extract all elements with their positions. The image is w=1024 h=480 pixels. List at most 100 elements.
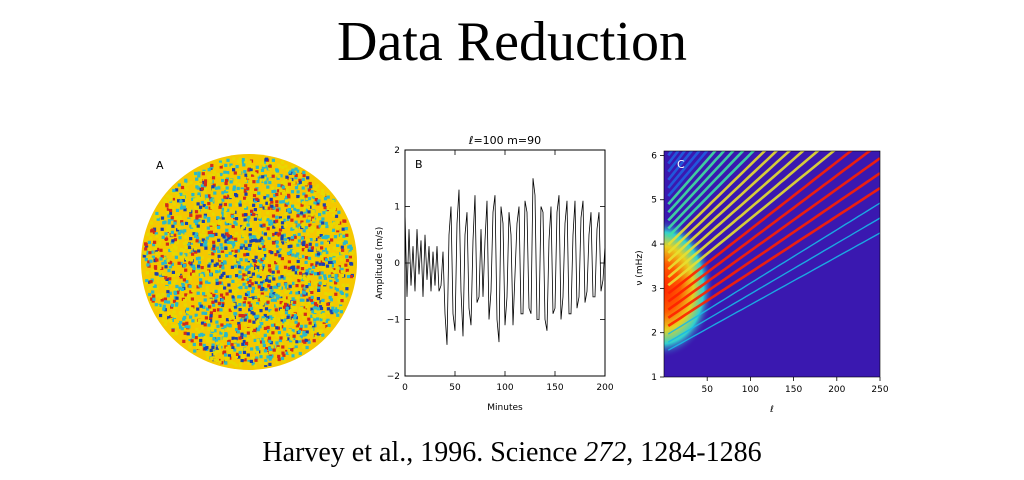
disk-pixel <box>268 250 272 254</box>
disk-pixel <box>329 223 333 227</box>
disk-pixel <box>286 272 290 276</box>
disk-pixel <box>254 289 258 293</box>
disk-pixel <box>233 214 237 219</box>
y-tick-label: 2 <box>394 146 400 156</box>
disk-pixel <box>241 298 245 302</box>
disk-pixel <box>249 224 253 228</box>
disk-pixel <box>244 266 248 270</box>
disk-pixel <box>293 207 297 211</box>
citation-pages: , 1284-1286 <box>626 437 762 468</box>
disk-pixel <box>223 350 227 354</box>
disk-pixel <box>308 323 312 327</box>
disk-pixel <box>303 312 307 316</box>
disk-pixel <box>252 203 256 207</box>
disk-pixel <box>225 254 229 258</box>
disk-pixel <box>273 194 277 198</box>
disk-pixel <box>158 237 162 242</box>
disk-pixel <box>292 250 296 254</box>
disk-pixel <box>190 264 194 268</box>
disk-pixel <box>310 328 314 332</box>
disk-pixel <box>265 223 269 227</box>
disk-pixel <box>335 307 339 311</box>
disk-pixel <box>162 314 166 318</box>
disk-pixel <box>197 184 201 188</box>
disk-pixel <box>285 239 289 243</box>
disk-pixel <box>191 197 195 201</box>
disk-pixel <box>296 214 300 218</box>
disk-pixel <box>146 232 150 237</box>
disk-pixel <box>219 331 223 335</box>
mode-ridge <box>667 157 880 311</box>
disk-pixel <box>334 281 338 285</box>
disk-pixel <box>192 266 196 271</box>
disk-pixel <box>212 279 216 283</box>
disk-pixel <box>337 300 342 304</box>
disk-pixel <box>160 310 164 314</box>
mode-ridge <box>667 151 717 205</box>
disk-pixel <box>345 293 349 297</box>
disk-pixel <box>332 260 336 264</box>
disk-pixel <box>246 291 250 295</box>
disk-pixel <box>243 196 247 200</box>
disk-pixel <box>296 252 300 256</box>
disk-pixel <box>278 254 282 258</box>
disk-pixel <box>256 331 261 335</box>
disk-pixel <box>249 199 253 203</box>
disk-pixel <box>279 174 283 178</box>
disk-pixel <box>288 306 292 310</box>
disk-pixel <box>167 219 171 223</box>
disk-pixel <box>264 161 268 165</box>
disk-pixel <box>264 165 268 169</box>
disk-pixel <box>349 275 353 279</box>
disk-pixel <box>170 305 174 309</box>
disk-pixel <box>197 182 201 186</box>
disk-pixel <box>225 186 229 190</box>
disk-pixel <box>172 324 176 328</box>
mode-ridge <box>667 151 872 303</box>
disk-pixel <box>199 304 203 308</box>
disk-pixel <box>241 305 245 309</box>
disk-pixel <box>285 277 289 281</box>
disk-pixel <box>292 342 296 346</box>
disk-pixel <box>256 274 260 278</box>
disk-pixel <box>299 169 303 173</box>
disk-pixel <box>277 174 281 178</box>
disk-pixel <box>296 209 300 213</box>
disk-pixel <box>212 293 216 297</box>
disk-pixel <box>263 230 267 234</box>
disk-pixel <box>316 297 320 301</box>
disk-pixel <box>342 234 346 238</box>
disk-pixel <box>167 214 171 218</box>
disk-pixel <box>195 214 199 218</box>
disk-pixel <box>290 348 294 352</box>
y-axis-label: Amplitude (m/s) <box>375 227 385 300</box>
disk-pixel <box>284 311 289 315</box>
disk-pixel <box>275 215 279 219</box>
disk-pixel <box>264 288 268 292</box>
disk-pixel <box>142 254 146 258</box>
disk-pixel <box>225 194 230 198</box>
disk-pixel <box>224 163 228 167</box>
disk-pixel <box>246 219 250 223</box>
disk-pixel <box>278 352 282 356</box>
disk-pixel <box>233 235 237 239</box>
disk-pixel <box>278 228 283 232</box>
disk-pixel <box>232 243 236 247</box>
disk-pixel <box>269 312 273 316</box>
disk-pixel <box>337 210 341 214</box>
disk-pixel <box>279 189 283 193</box>
disk-pixel <box>302 192 306 196</box>
disk-pixel <box>170 313 174 317</box>
disk-pixel <box>290 337 294 341</box>
disk-pixel <box>181 283 185 288</box>
disk-pixel <box>261 196 265 200</box>
disk-pixel <box>299 211 303 215</box>
disk-pixel <box>317 264 321 268</box>
disk-pixel <box>243 296 247 301</box>
disk-pixel <box>260 292 264 296</box>
disk-pixel <box>159 308 163 312</box>
disk-pixel <box>277 331 281 335</box>
disk-pixel <box>239 246 243 250</box>
disk-pixel <box>297 197 301 201</box>
